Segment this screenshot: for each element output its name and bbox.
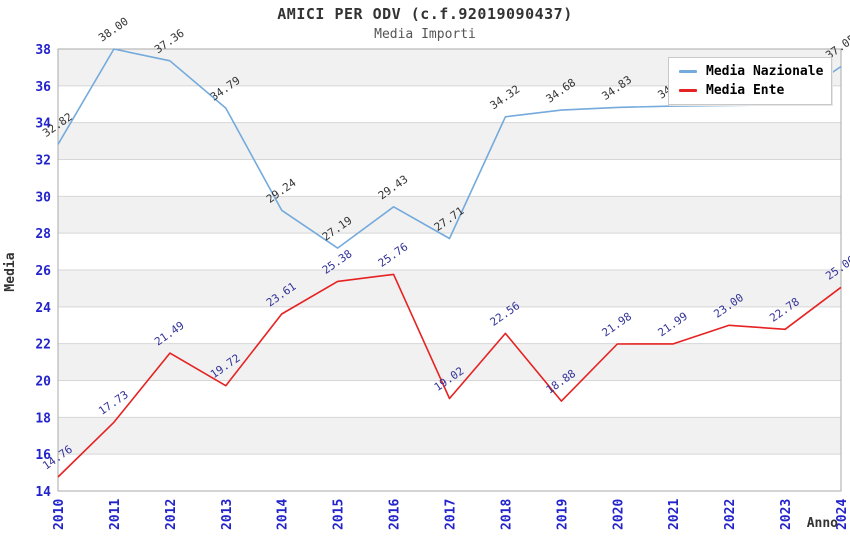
legend-label-ente: Media Ente [706, 83, 785, 98]
data-point-label: 17.73 [96, 388, 131, 418]
x-tick-label: 2017 [444, 499, 459, 530]
y-tick-label: 32 [35, 154, 51, 169]
x-tick-label: 2013 [220, 499, 235, 530]
plot-band [58, 196, 841, 234]
y-tick-label: 18 [35, 411, 51, 426]
y-tick-label: 34 [35, 117, 51, 132]
y-tick-label: 22 [35, 338, 51, 353]
plot-band [58, 343, 841, 381]
x-tick-label: 2019 [555, 499, 570, 530]
chart-subtitle: Media Importi [374, 27, 476, 42]
y-tick-label: 26 [35, 264, 51, 279]
y-tick-label: 36 [35, 80, 51, 95]
data-point-label: 25.76 [376, 240, 411, 270]
x-tick-label: 2021 [667, 499, 682, 530]
y-tick-label: 16 [35, 448, 51, 463]
y-tick-label: 14 [35, 485, 51, 500]
data-point-label: 38.00 [96, 15, 131, 45]
series-line-media-ente [57, 273, 842, 478]
legend-swatch-ente [679, 89, 697, 92]
chart-title: AMICI PER ODV (c.f.92019090437) [277, 5, 573, 23]
plot-band [58, 122, 841, 160]
x-tick-label: 2012 [164, 499, 179, 530]
legend-swatch-nazionale [679, 70, 697, 73]
x-tick-label: 2018 [499, 499, 514, 530]
plot-border [57, 48, 842, 492]
plot-band [58, 270, 841, 307]
data-point-label: 21.99 [655, 310, 690, 340]
x-tick-label: 2011 [108, 499, 123, 530]
y-tick-label: 28 [35, 227, 51, 242]
x-tick-label: 2024 [835, 499, 850, 530]
x-axis-title: Anno [807, 516, 838, 531]
legend-label-nazionale: Media Nazionale [706, 64, 824, 79]
x-tick-label: 2010 [52, 499, 67, 530]
legend-item-media-nazionale: Media Nazionale [669, 64, 831, 79]
x-tick-label: 2016 [388, 499, 403, 530]
data-point-label: 25.06 [823, 253, 850, 283]
legend-item-media-ente: Media Ente [669, 83, 831, 98]
chart-legend: Media Nazionale Media Ente [668, 57, 832, 105]
plot-band [58, 417, 841, 455]
x-tick-label: 2020 [611, 499, 626, 530]
data-point-label: 34.32 [488, 83, 523, 113]
y-axis-title: Media [3, 252, 18, 291]
data-point-label: 21.98 [600, 310, 635, 340]
y-tick-label: 24 [35, 301, 51, 316]
x-tick-label: 2022 [723, 499, 738, 530]
x-tick-label: 2015 [332, 499, 347, 530]
y-tick-label: 38 [35, 43, 51, 58]
y-tick-label: 20 [35, 375, 51, 390]
series-line-media-nazionale [57, 48, 842, 249]
x-tick-label: 2023 [779, 499, 794, 530]
x-tick-label: 2014 [276, 499, 291, 530]
y-tick-label: 30 [35, 190, 51, 205]
